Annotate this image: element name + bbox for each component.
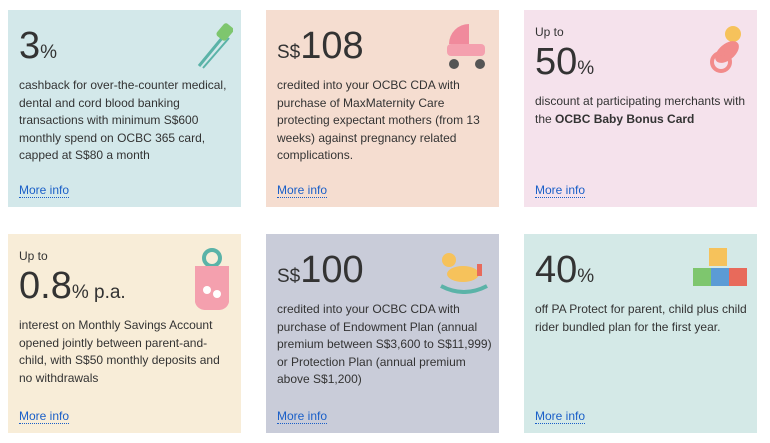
offer-icon — [709, 22, 749, 79]
more-info-link[interactable]: More info — [277, 409, 328, 424]
figure-number: 100 — [300, 249, 364, 291]
unit: % — [577, 58, 595, 79]
description-text: credited into your OCBC CDA with purchas… — [277, 78, 480, 162]
offer-figure: 40% — [535, 248, 747, 299]
offer-description: discount at participating merchants with… — [535, 93, 750, 128]
offer-icon — [689, 246, 749, 295]
offer-card: 3% cashback for over-the-counter medical,… — [8, 10, 241, 207]
description-text: interest on Monthly Savings Account open… — [19, 318, 220, 385]
offer-description: credited into your OCBC CDA with purchas… — [277, 301, 492, 389]
description-text: off PA Protect for parent, child plus ch… — [535, 302, 747, 334]
offer-card: S$100 credited into your OCBC CDA with pu… — [266, 234, 499, 433]
offer-figure: 3% — [19, 24, 231, 75]
figure-number: 3 — [19, 25, 41, 67]
offer-icon — [191, 246, 233, 315]
offer-description: cashback for over-the-counter medical, d… — [19, 77, 234, 165]
figure-number: 108 — [300, 25, 364, 67]
description-text: discount at participating merchants with… — [535, 94, 746, 126]
description-bold: OCBC Baby Bonus Card — [555, 111, 695, 126]
offer-icon — [193, 22, 234, 77]
currency: S$ — [277, 266, 301, 287]
description-text: cashback for over-the-counter medical, d… — [19, 78, 227, 162]
figure-number: 0.8 — [19, 265, 72, 307]
figure-number: 40 — [535, 249, 578, 291]
offer-figure: 50% — [535, 40, 747, 91]
more-info-link[interactable]: More info — [535, 409, 586, 424]
offer-figure: 0.8% p.a. — [19, 264, 231, 315]
offer-description: off PA Protect for parent, child plus ch… — [535, 301, 750, 336]
offer-description: credited into your OCBC CDA with purchas… — [277, 77, 492, 165]
unit: % — [577, 266, 595, 287]
offer-prefix: Up to — [19, 249, 48, 263]
offer-card: Up to 0.8% p.a. interest on Monthly Saving… — [8, 234, 241, 433]
offer-card: S$108 credited into your OCBC CDA with pu… — [266, 10, 499, 207]
more-info-link[interactable]: More info — [535, 183, 586, 198]
more-info-link[interactable]: More info — [19, 183, 70, 198]
more-info-link[interactable]: More info — [19, 409, 70, 424]
offer-icon — [443, 22, 491, 77]
description-text: credited into your OCBC CDA with purchas… — [277, 302, 492, 386]
offer-card: Up to 50% discount at participating mercha… — [524, 10, 757, 207]
more-info-link[interactable]: More info — [277, 183, 328, 198]
unit: % — [40, 42, 58, 63]
offer-description: interest on Monthly Savings Account open… — [19, 317, 234, 387]
unit: % p.a. — [71, 282, 126, 303]
offer-prefix: Up to — [535, 25, 564, 39]
figure-number: 50 — [535, 41, 578, 83]
offer-figure: S$108 — [277, 24, 489, 75]
offer-icon — [437, 246, 491, 299]
currency: S$ — [277, 42, 301, 63]
offer-figure: S$100 — [277, 248, 489, 299]
offer-card: 40% off PA Protect for parent, child plus… — [524, 234, 757, 433]
